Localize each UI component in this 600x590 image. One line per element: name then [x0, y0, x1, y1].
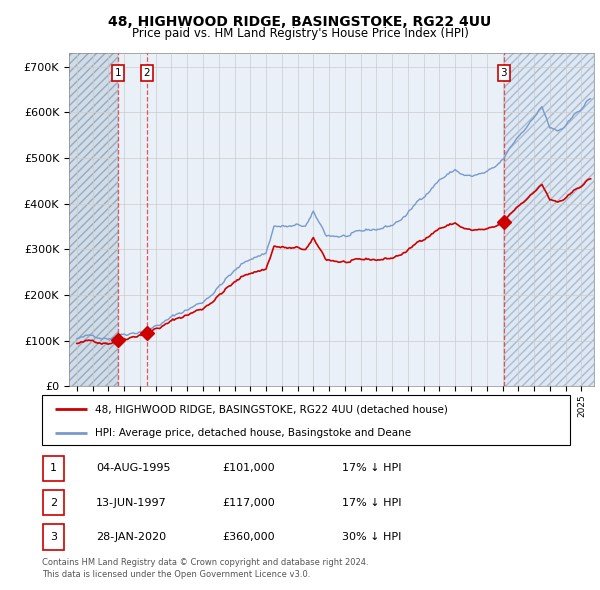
Text: 1: 1 — [115, 68, 121, 78]
Text: Contains HM Land Registry data © Crown copyright and database right 2024.: Contains HM Land Registry data © Crown c… — [42, 558, 368, 566]
Text: This data is licensed under the Open Government Licence v3.0.: This data is licensed under the Open Gov… — [42, 570, 310, 579]
Text: 2: 2 — [143, 68, 150, 78]
Text: 13-JUN-1997: 13-JUN-1997 — [96, 498, 167, 507]
Text: £101,000: £101,000 — [222, 464, 275, 473]
Text: 48, HIGHWOOD RIDGE, BASINGSTOKE, RG22 4UU (detached house): 48, HIGHWOOD RIDGE, BASINGSTOKE, RG22 4U… — [95, 404, 448, 414]
Text: 17% ↓ HPI: 17% ↓ HPI — [342, 498, 401, 507]
Bar — [504, 53, 594, 386]
Text: 04-AUG-1995: 04-AUG-1995 — [96, 464, 170, 473]
Text: 30% ↓ HPI: 30% ↓ HPI — [342, 532, 401, 542]
Text: 3: 3 — [500, 68, 507, 78]
Bar — [69, 53, 118, 386]
Text: £117,000: £117,000 — [222, 498, 275, 507]
Text: 2: 2 — [50, 498, 57, 507]
Text: 48, HIGHWOOD RIDGE, BASINGSTOKE, RG22 4UU: 48, HIGHWOOD RIDGE, BASINGSTOKE, RG22 4U… — [109, 15, 491, 29]
Text: 17% ↓ HPI: 17% ↓ HPI — [342, 464, 401, 473]
Text: Price paid vs. HM Land Registry's House Price Index (HPI): Price paid vs. HM Land Registry's House … — [131, 27, 469, 40]
Text: £360,000: £360,000 — [222, 532, 275, 542]
Bar — [504, 53, 594, 386]
Text: 1: 1 — [50, 464, 57, 473]
Text: 28-JAN-2020: 28-JAN-2020 — [96, 532, 166, 542]
Bar — [69, 53, 118, 386]
Text: 3: 3 — [50, 532, 57, 542]
Text: HPI: Average price, detached house, Basingstoke and Deane: HPI: Average price, detached house, Basi… — [95, 428, 411, 438]
